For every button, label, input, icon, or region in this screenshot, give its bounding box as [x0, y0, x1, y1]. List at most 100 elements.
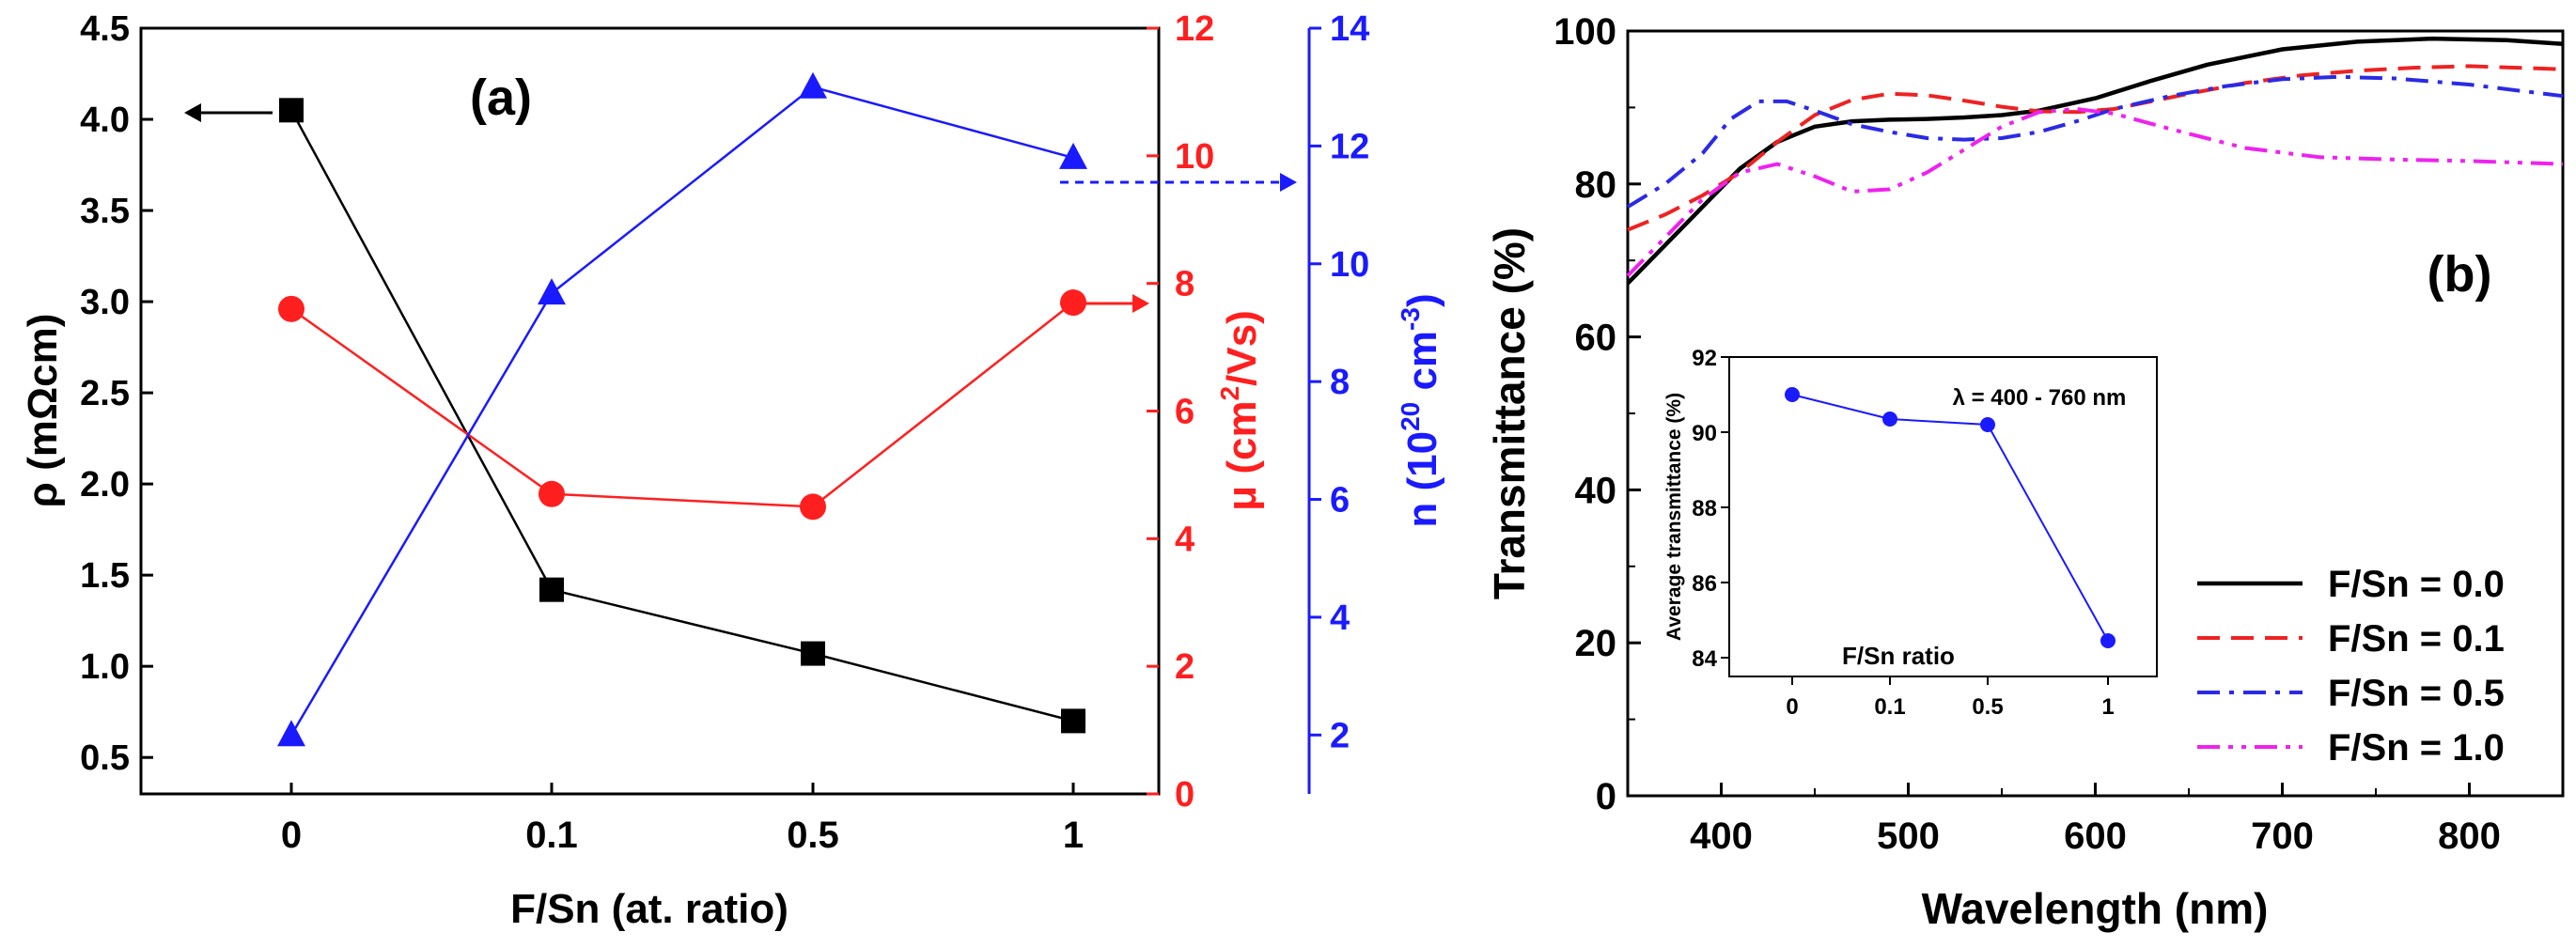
panel-b-y-axis-title: Transmittance (%) [1485, 227, 1534, 599]
n-data-point [1059, 142, 1087, 169]
inset-x-tick-label: 0.1 [1874, 694, 1905, 720]
inset-x-tick-label: 0.5 [1972, 694, 2003, 720]
transmittance-curve-2 [1626, 74, 2564, 209]
panel-b-legend: F/Sn = 0.0 F/Sn = 0.1 F/Sn = 0.5 F/Sn = 1.0 [2197, 564, 2505, 769]
rho-axis-tick-label: 3.0 [80, 283, 130, 322]
inset-ticks: 0 0.1 0.5 1 84 86 88 90 92 [1692, 346, 2114, 720]
panel-b-x-tick-label: 500 [1877, 816, 1940, 857]
mu-axis-tick-label: 12 [1175, 9, 1214, 49]
mu-axis-tick-label: 8 [1175, 265, 1194, 304]
rho-data-point [539, 577, 564, 602]
rho-axis-arrowhead [184, 103, 201, 122]
panel-b-x-tick-label: 700 [2251, 816, 2314, 857]
panel-b-label: (b) [2428, 246, 2492, 303]
mu-axis-tick-label: 0 [1175, 775, 1194, 815]
inset-y-axis-title: Average transmittance (%) [1663, 393, 1685, 641]
mu-axis-arrowhead [1132, 294, 1149, 313]
panel-b-y-tick-label: 40 [1575, 470, 1617, 511]
panel-a-plot-frame [139, 26, 1161, 796]
rho-axis-tick-label: 4.0 [80, 101, 130, 140]
inset-x-tick-label: 0 [1786, 694, 1798, 720]
rho-axis-title: ρ (mΩcm) [20, 314, 66, 508]
mu-series-line [290, 302, 1074, 508]
n-axis-tick-label: 6 [1330, 481, 1350, 521]
n-data-point [277, 720, 305, 747]
mu-axis-tick-label: 10 [1175, 137, 1214, 177]
panel-b-y-tick-label: 80 [1575, 164, 1617, 206]
panel-b-y-tick-label: 20 [1575, 623, 1617, 664]
panel-b-y-tick-label: 60 [1575, 318, 1617, 359]
inset-series [1785, 387, 2115, 648]
panel-a: (a) 0 0.1 0.5 10.51.01.52.02.53.03.54.04.50… [20, 9, 1445, 932]
rho-axis-tick-label: 4.5 [80, 9, 130, 49]
panel-a-x-tick-label: 0.1 [525, 815, 578, 856]
transmittance-curve-0 [1626, 36, 2564, 286]
rho-data-point [801, 641, 825, 666]
panel-a-label: (a) [470, 70, 532, 126]
inset-y-tick-label: 92 [1692, 346, 1717, 371]
panel-b-series [1626, 36, 2564, 286]
panel-a-series [277, 71, 1087, 747]
panel-a-x-axis-title: F/Sn (at. ratio) [510, 886, 788, 932]
panel-b-x-tick-label: 400 [1690, 816, 1753, 857]
n-series-line [289, 85, 1074, 736]
panel-a-x-tick-label: 0.5 [787, 815, 839, 856]
rho-series-line [289, 109, 1074, 723]
panel-b-x-tick-label: 800 [2438, 816, 2501, 857]
n-axis-arrowhead [1280, 173, 1297, 192]
rho-axis-tick-label: 0.5 [80, 738, 130, 778]
inset-y-tick-label: 86 [1692, 571, 1717, 597]
inset-y-tick-label: 88 [1692, 496, 1717, 521]
rho-axis-tick-label: 1.0 [80, 647, 130, 687]
rho-axis-tick-label: 1.5 [80, 556, 130, 596]
panel-a-x-tick-label: 1 [1063, 815, 1084, 856]
inset-y-tick-label: 90 [1692, 421, 1717, 446]
n-axis-tick-label: 4 [1330, 598, 1350, 638]
legend-label-1: F/Sn = 0.1 [2328, 618, 2505, 660]
transmittance-curve-3 [1626, 107, 2564, 277]
inset-y-tick-label: 84 [1692, 646, 1717, 672]
rho-axis-tick-label: 3.5 [80, 192, 130, 231]
rho-data-point [279, 98, 304, 123]
n-data-point [799, 71, 827, 99]
n-data-point [538, 278, 566, 305]
inset-data-point [1882, 412, 1897, 427]
inset-chart: λ = 400 - 760 nm F/Sn ratio Average tran… [1663, 346, 2158, 720]
n-axis-title: n (1020 cm-3) [1396, 293, 1445, 527]
rho-axis-tick-label: 2.5 [80, 374, 130, 413]
inset-series-line [1791, 394, 2109, 642]
transmittance-curve-1 [1627, 64, 2564, 232]
panel-a-x-tick-label: 0 [281, 815, 302, 856]
mu-data-point [278, 295, 304, 322]
inset-data-point [1785, 387, 1800, 402]
mu-axis-tick-label: 4 [1175, 520, 1194, 559]
rho-data-point [1061, 708, 1085, 734]
n-axis-tick-label: 8 [1330, 363, 1350, 402]
panel-b-y-tick-label: 100 [1553, 11, 1616, 53]
panel-b: (b) 400 500 600 700 800 0 20 40 60 80 100 Waveleng… [1485, 11, 2565, 933]
mu-data-point [539, 480, 565, 507]
panel-b-x-axis-title: Wavelength (nm) [1922, 884, 2269, 933]
panel-a-axis-arrows [184, 103, 1297, 313]
mu-data-point [800, 493, 826, 521]
rho-axis-tick-label: 2.0 [80, 465, 130, 505]
n-axis-tick-label: 2 [1330, 716, 1350, 755]
panel-a-ticks: 0 0.1 0.5 1 0.5 1.0 1.5 2.0 2.5 3.0 3.5 4.0 4.5 0 2 4 6 8… [80, 9, 1369, 856]
legend-label-3: F/Sn = 1.0 [2328, 727, 2505, 769]
n-axis-tick-label: 12 [1330, 127, 1369, 166]
legend-label-0: F/Sn = 0.0 [2328, 564, 2505, 605]
mu-axis-tick-label: 6 [1175, 393, 1194, 432]
panel-b-x-tick-label: 600 [2064, 816, 2127, 857]
panel-b-y-tick-label: 0 [1596, 776, 1616, 817]
panel-b-ticks: 400 500 600 700 800 0 20 40 60 80 100 [1553, 11, 2501, 857]
n-axis-tick-label: 14 [1330, 9, 1369, 49]
inset-x-axis-title: F/Sn ratio [1842, 642, 1955, 670]
legend-label-2: F/Sn = 0.5 [2328, 673, 2505, 714]
mu-axis-title: μ (cm2/Vs) [1215, 310, 1265, 511]
inset-plot-frame [1728, 356, 2158, 677]
inset-data-point [2100, 633, 2115, 648]
n-axis-tick-label: 10 [1330, 245, 1369, 285]
mu-axis-tick-label: 2 [1175, 647, 1194, 687]
inset-data-point [1980, 417, 1995, 432]
